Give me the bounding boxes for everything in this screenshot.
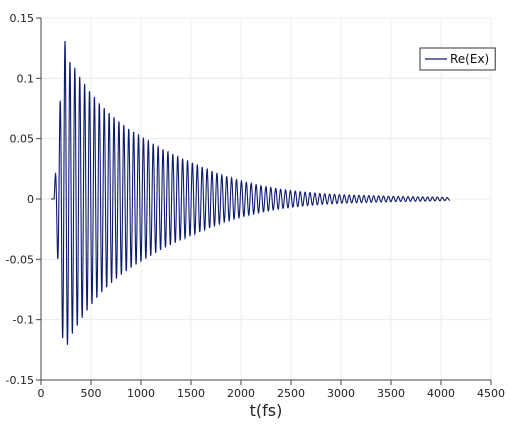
legend: Re(Ex) xyxy=(419,47,496,71)
legend-box xyxy=(419,47,496,71)
x-axis-title: t(fs) xyxy=(250,401,283,420)
x-tick-label: 1500 xyxy=(177,387,205,400)
y-tick-label: -0.1 xyxy=(13,314,34,327)
x-tick-label: 0 xyxy=(38,387,45,400)
x-tick-label: 3500 xyxy=(377,387,405,400)
x-tick-label: 3000 xyxy=(327,387,355,400)
x-tick-label: 2000 xyxy=(227,387,255,400)
y-tick-label: 0 xyxy=(27,193,34,206)
y-tick-label: 0.05 xyxy=(10,133,35,146)
y-axis-ticks: 0.15 0.1 0.05 0 -0.05 -0.1 -0.15 xyxy=(6,12,41,387)
y-tick-label: -0.15 xyxy=(6,374,34,387)
legend-label: Re(Ex) xyxy=(450,52,489,66)
series-line-re-ex xyxy=(51,40,451,345)
y-tick-label: 0.1 xyxy=(17,72,35,85)
y-tick-label: -0.05 xyxy=(6,253,34,266)
x-tick-label: 500 xyxy=(81,387,102,400)
x-tick-label: 4500 xyxy=(477,387,505,400)
x-tick-label: 2500 xyxy=(277,387,305,400)
y-tick-label: 0.15 xyxy=(10,12,35,25)
x-tick-label: 1000 xyxy=(127,387,155,400)
x-axis-ticks: 0 500 1000 1500 2000 2500 3000 3500 4000 4500 xyxy=(38,380,505,400)
x-tick-label: 4000 xyxy=(427,387,455,400)
